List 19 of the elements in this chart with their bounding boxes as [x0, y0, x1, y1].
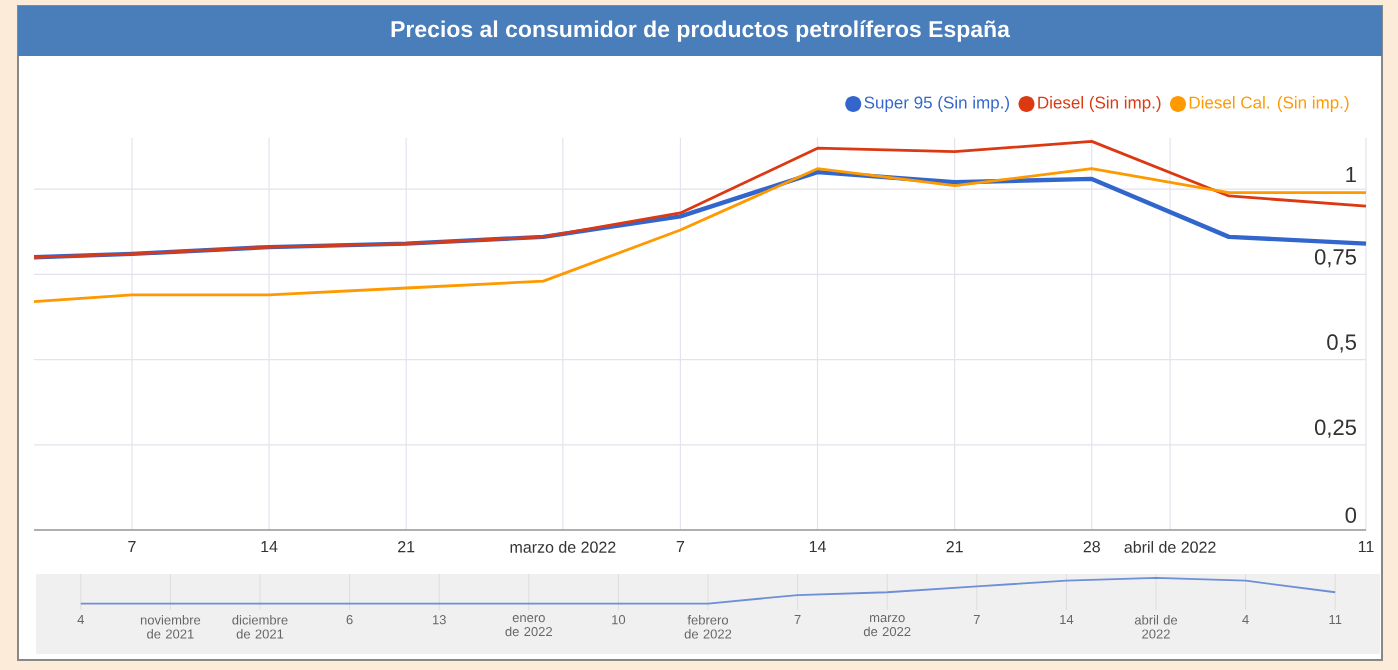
x-tick-label: 21: [398, 541, 415, 553]
x-tick-label: 14: [809, 541, 826, 553]
x-tick-label: 14: [261, 541, 278, 553]
y-tick-label: 0,25: [1314, 419, 1356, 438]
x-tick-label: 7: [128, 541, 136, 553]
y-tick-label: 0: [1345, 507, 1357, 523]
y-tick-label: 0,5: [1327, 334, 1356, 353]
x-tick-label: 7: [676, 541, 685, 553]
x-tick-label: 21: [946, 541, 963, 553]
y-tick-label: 1: [1346, 166, 1356, 183]
x-tick-label: marzo de 2022: [510, 541, 616, 553]
x-tick-label: 28: [1083, 541, 1100, 553]
chart-title: Precios al consumidor de productos petrolíferos España: [391, 20, 1011, 42]
y-tick-label: 0,75: [1314, 249, 1356, 268]
legend-label: Diesel (Sin imp.): [1038, 96, 1161, 112]
x-tick-label: abril de 2022: [1124, 541, 1216, 553]
legend-label: Super 95 (Sin imp.): [864, 96, 1010, 112]
x-tick-label: 11: [1358, 541, 1374, 553]
legend-label: Diesel Cal. (Sin imp.): [1189, 96, 1349, 112]
